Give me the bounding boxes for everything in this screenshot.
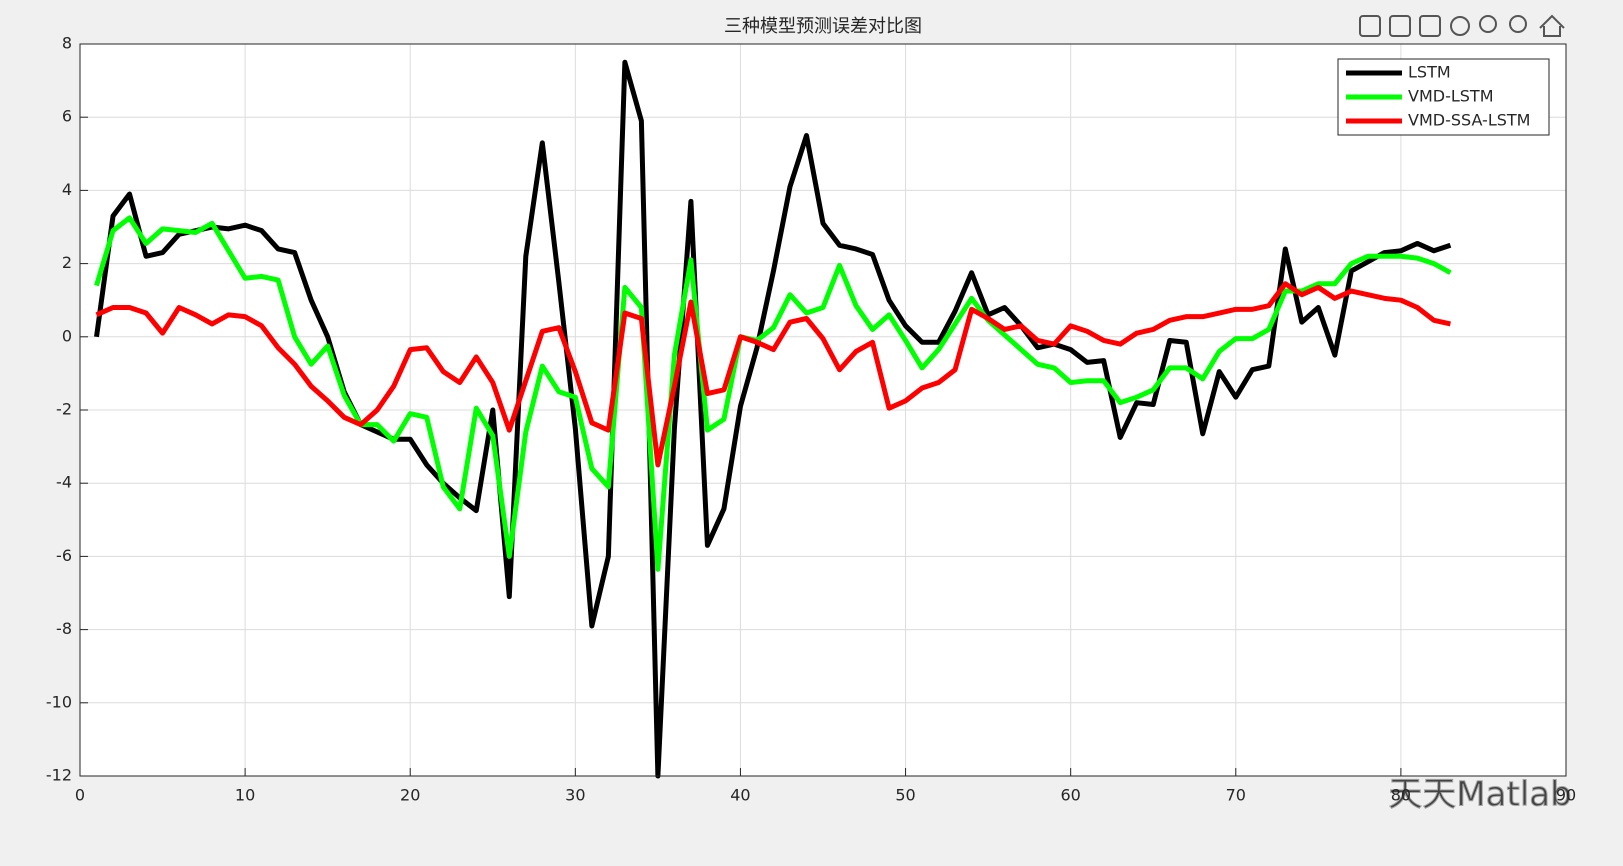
legend-label: VMD-SSA-LSTM xyxy=(1408,111,1530,130)
watermark: 天天Matlab xyxy=(1388,775,1571,815)
x-tick-label: 90 xyxy=(1556,786,1576,805)
lines xyxy=(94,59,1452,779)
chart-title: 三种模型预测误差对比图 xyxy=(724,16,922,37)
x-tick-label: 50 xyxy=(895,786,915,805)
series-line xyxy=(94,215,1452,572)
tool-icon[interactable] xyxy=(1419,15,1441,37)
y-tick-label: 4 xyxy=(62,180,72,199)
y-tick-label: -2 xyxy=(56,400,72,419)
x-tick-label: 70 xyxy=(1226,786,1246,805)
tool-icon[interactable] xyxy=(1450,16,1470,36)
x-tick-label: 10 xyxy=(235,786,255,805)
y-tick-label: -12 xyxy=(46,766,72,785)
tool-icon[interactable] xyxy=(1479,15,1497,33)
legend-label: VMD-LSTM xyxy=(1408,87,1494,106)
y-tick-label: 8 xyxy=(62,34,72,53)
legend: LSTM VMD-LSTM VMD-SSA-LSTM xyxy=(1337,58,1550,136)
x-tick-label: 40 xyxy=(730,786,750,805)
series-line xyxy=(94,59,1452,779)
series-line xyxy=(95,281,1451,468)
y-tick-label: -10 xyxy=(46,692,72,711)
legend-label: LSTM xyxy=(1408,63,1451,82)
x-tick-label: 0 xyxy=(75,786,85,805)
x-tick-label: 30 xyxy=(565,786,585,805)
y-tick-label: -6 xyxy=(56,546,72,565)
y-tick-label: 6 xyxy=(62,107,72,126)
y-tick-label: 2 xyxy=(62,253,72,272)
y-tick-label: 0 xyxy=(62,326,72,345)
tool-icon[interactable] xyxy=(1509,15,1527,33)
x-tick-label: 60 xyxy=(1060,786,1080,805)
y-tick-label: -4 xyxy=(56,473,72,492)
x-tick-label: 80 xyxy=(1391,786,1411,805)
tool-icon[interactable] xyxy=(1359,15,1381,37)
toolbar[interactable] xyxy=(1359,14,1565,37)
x-tick-label: 20 xyxy=(400,786,420,805)
tool-icon[interactable] xyxy=(1389,15,1411,37)
tool-icon[interactable] xyxy=(1539,14,1565,37)
y-tick-label: -8 xyxy=(56,619,72,638)
